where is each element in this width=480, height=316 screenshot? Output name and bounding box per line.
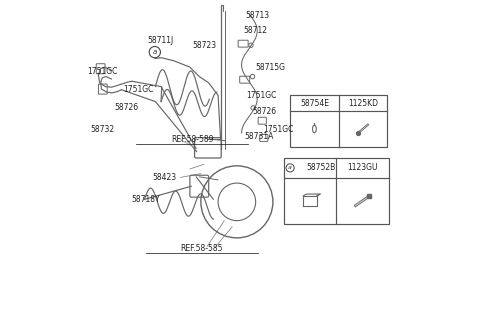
Text: 1751GC: 1751GC [263,125,293,134]
Text: 1751GC: 1751GC [246,91,276,100]
Text: a: a [153,49,157,55]
Text: 58711J: 58711J [147,36,173,45]
Text: 58752B: 58752B [306,163,335,172]
Text: 58723: 58723 [192,41,216,50]
Bar [284,158,389,224]
Text: 1751GC: 1751GC [123,85,154,94]
Text: 1123GU: 1123GU [348,163,378,172]
Text: 58718Y: 58718Y [131,195,160,204]
Text: 58423: 58423 [153,173,177,182]
Text: 58754E: 58754E [300,99,329,108]
Text: 1751GC: 1751GC [88,67,118,76]
Bar [290,95,387,147]
Text: 58731A: 58731A [244,131,274,141]
Text: REF.58-585: REF.58-585 [180,244,223,253]
Text: 58726: 58726 [115,103,139,112]
Text: 58712: 58712 [243,26,267,35]
Text: 1125KD: 1125KD [348,99,378,108]
Text: 58713: 58713 [245,11,269,20]
Text: 58726: 58726 [252,107,276,116]
Text: 58715G: 58715G [256,63,286,72]
Text: a: a [288,165,292,170]
Text: REF.58-589: REF.58-589 [171,135,214,144]
Text: 58732: 58732 [91,125,115,134]
